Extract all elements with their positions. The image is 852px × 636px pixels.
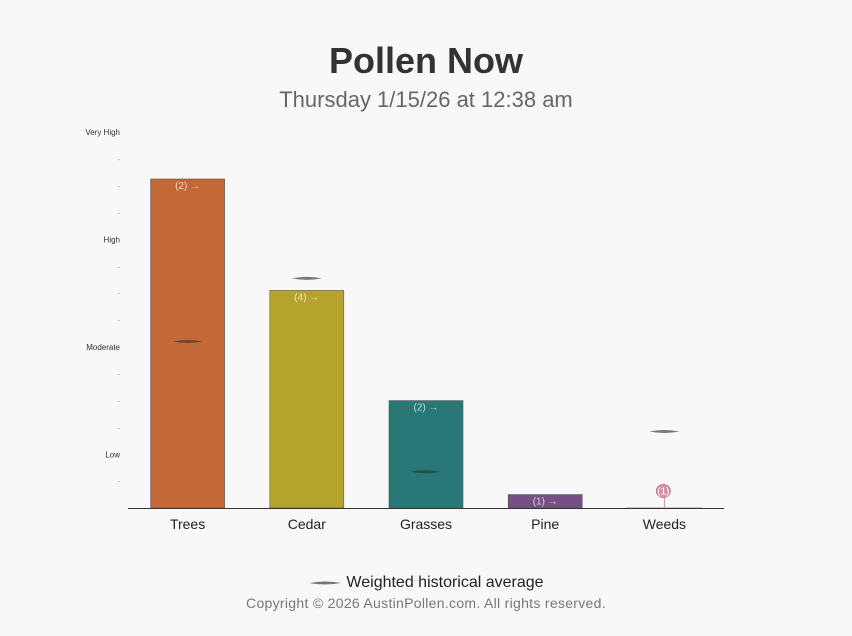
bar-count-label-weeds: (1)	[657, 487, 669, 498]
bar-count-label-trees: (2) →	[175, 181, 200, 192]
legend: Weighted historical average	[0, 574, 852, 592]
y-tick-label: -	[118, 157, 121, 164]
y-tick-label: -	[118, 211, 121, 218]
bar-count-label-grasses: (2) →	[414, 403, 439, 414]
historical-average-markers	[172, 276, 680, 474]
y-tick-label: -	[118, 399, 121, 406]
chart-subtitle: Thursday 1/15/26 at 12:38 am	[279, 87, 573, 112]
bar-cedar[interactable]	[269, 290, 345, 509]
bar-marker-weeds	[655, 484, 671, 498]
bar-count-label-pine: (1) →	[533, 497, 558, 508]
historical-average-marker-grasses	[411, 470, 441, 474]
y-tick-label: Low	[105, 450, 120, 459]
copyright-text: Copyright © 2026 AustinPollen.com. All r…	[246, 595, 606, 611]
historical-average-marker-trees	[172, 339, 203, 343]
historical-average-marker-cedar	[291, 276, 322, 280]
legend-average-marker-icon	[309, 581, 342, 585]
historical-average-marker-weeds	[649, 429, 680, 433]
y-axis: - Low - - - Moderate - - - High - - - Very High	[85, 128, 120, 486]
x-tick-label-grasses: Grasses	[400, 516, 452, 532]
y-tick-label: Very High	[85, 128, 120, 137]
bar-count-label-cedar: (4) →	[294, 292, 319, 303]
bars: (2) → (4) → (2) → (1) → (1)	[150, 178, 703, 509]
y-tick-label: -	[118, 425, 121, 432]
bar-grasses[interactable]	[388, 400, 464, 509]
x-tick-label-pine: Pine	[531, 516, 559, 532]
x-tick-label-weeds: Weeds	[643, 516, 686, 532]
y-tick-label: -	[118, 264, 121, 271]
y-tick-label: -	[118, 318, 121, 325]
x-axis-labels: Trees Cedar Grasses Pine Weeds	[170, 516, 686, 532]
chart-title: Pollen Now	[328, 40, 523, 81]
y-tick-label: -	[118, 291, 121, 298]
y-tick-label: -	[118, 184, 121, 191]
legend-label: Weighted historical average	[346, 574, 544, 591]
y-tick-label: Moderate	[86, 343, 120, 352]
y-tick-label: -	[118, 372, 121, 379]
x-tick-label-cedar: Cedar	[288, 516, 326, 532]
x-tick-label-trees: Trees	[170, 516, 205, 532]
y-tick-label: High	[104, 235, 120, 244]
bar-trees[interactable]	[150, 178, 225, 509]
y-tick-label: -	[118, 479, 121, 486]
